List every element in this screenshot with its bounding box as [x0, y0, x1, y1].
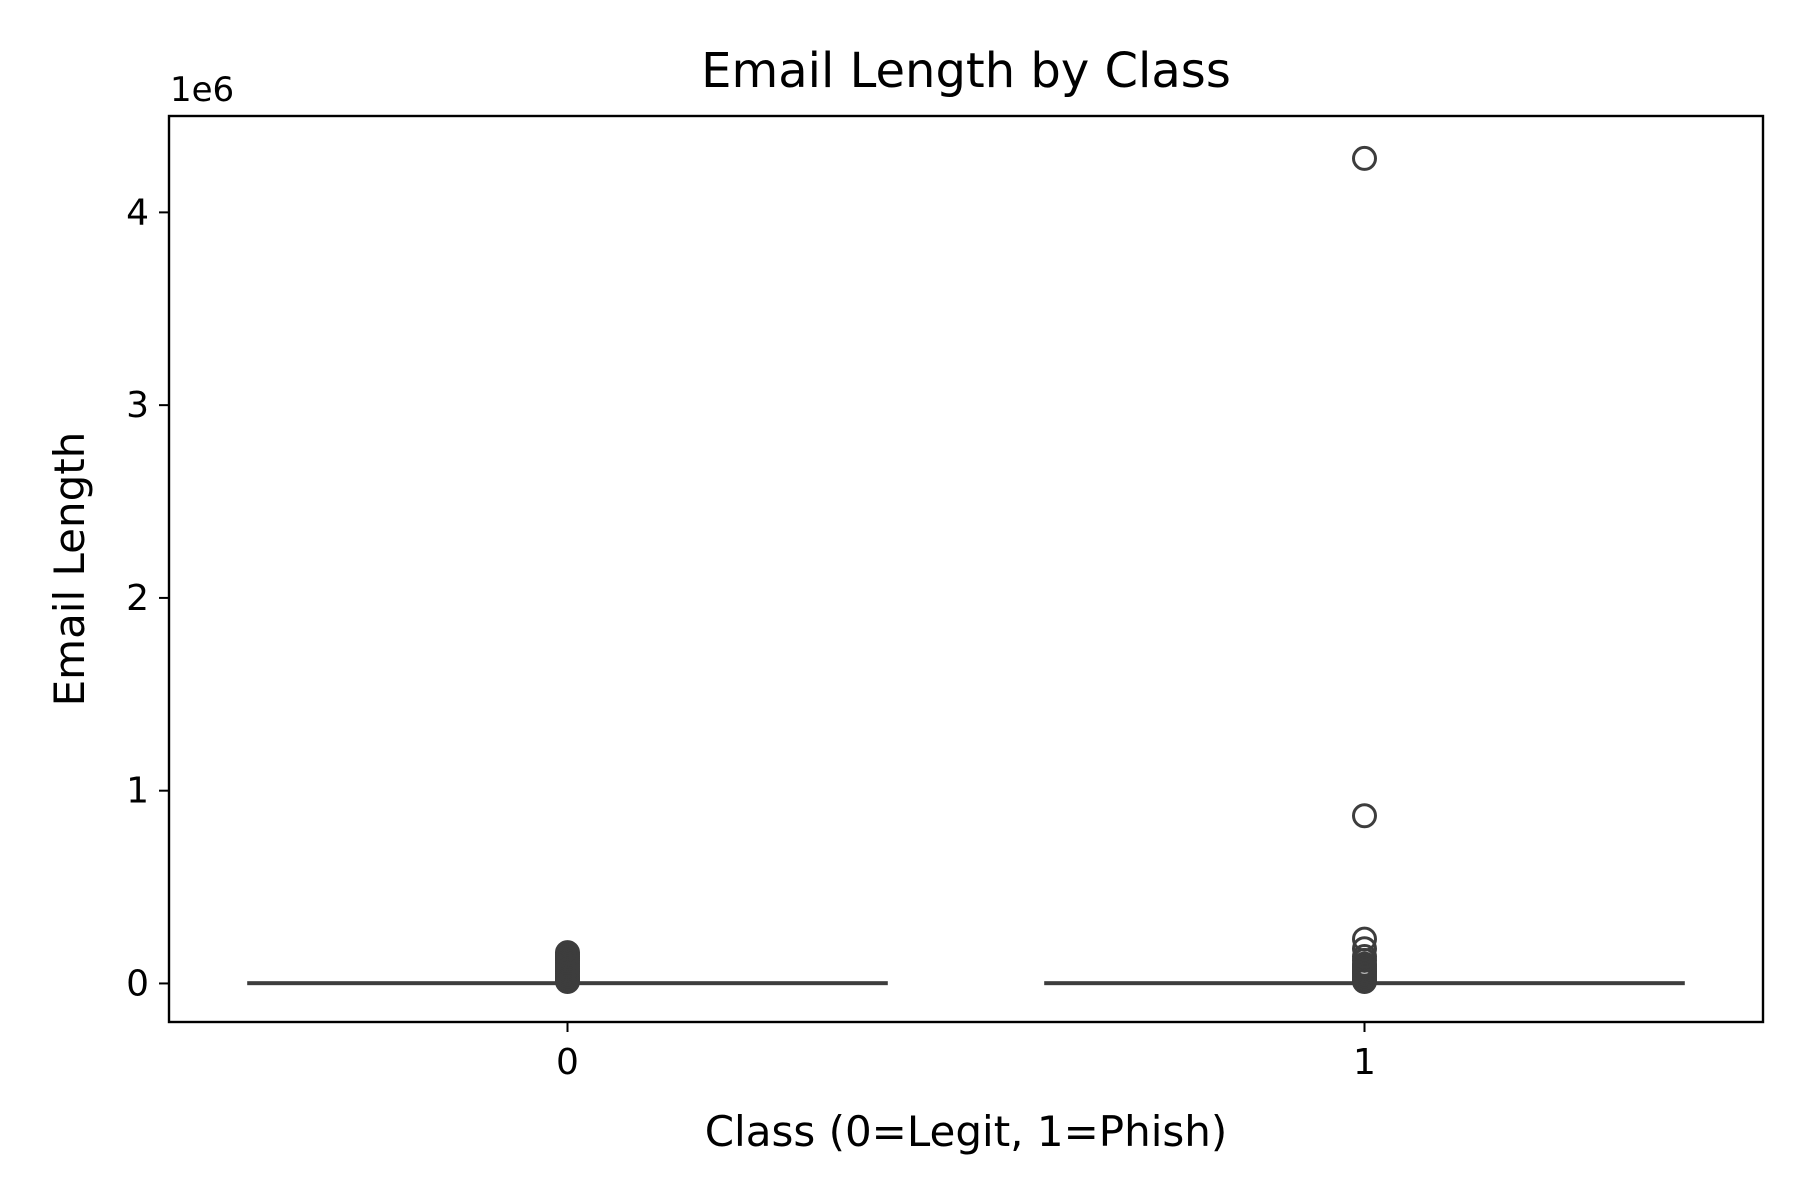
plot-frame: [167, 114, 1765, 1024]
box-group-0: [247, 940, 888, 995]
chart-title: Email Length by Class: [701, 43, 1231, 99]
outlier-point: [1352, 926, 1377, 952]
x-tick-label: 0: [556, 1042, 579, 1083]
y-axis: 0 1 2 3 4: [126, 192, 169, 1004]
box-group-1: [1044, 145, 1685, 995]
y-tick-label: 4: [126, 192, 149, 233]
outlier-point: [1352, 803, 1377, 829]
outlier-point: [1352, 145, 1377, 171]
outlier-point: [1352, 936, 1377, 962]
plot-area: [247, 145, 1685, 995]
outlier-point: [555, 940, 580, 966]
x-axis-label: Class (0=Legit, 1=Phish): [705, 1107, 1228, 1156]
x-tick-label: 1: [1353, 1042, 1376, 1083]
y-axis-label: Email Length: [45, 432, 94, 707]
y-tick-label: 0: [126, 963, 149, 1004]
y-tick-label: 3: [126, 385, 149, 426]
y-tick-label: 2: [126, 578, 149, 619]
outlier-point: [1352, 943, 1377, 969]
y-axis-offset-label: 1e6: [170, 70, 234, 110]
y-tick-label: 1: [126, 771, 149, 812]
